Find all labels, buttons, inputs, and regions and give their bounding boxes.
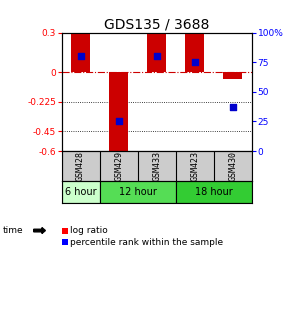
Text: log ratio: log ratio [70, 226, 108, 235]
Point [231, 105, 235, 110]
Bar [176, 181, 252, 203]
Point [116, 119, 121, 124]
Bar [185, 33, 204, 72]
Point [78, 54, 83, 59]
Bar [147, 33, 166, 72]
Bar [100, 181, 176, 203]
Text: time: time [3, 226, 23, 235]
Bar [223, 72, 242, 79]
Point [154, 54, 159, 59]
Title: GDS135 / 3688: GDS135 / 3688 [104, 18, 209, 31]
Bar [62, 181, 100, 203]
Text: percentile rank within the sample: percentile rank within the sample [70, 238, 224, 247]
Text: 6 hour: 6 hour [65, 187, 96, 197]
Bar [109, 72, 128, 155]
Text: GSM428: GSM428 [76, 151, 85, 181]
Bar [71, 33, 90, 72]
Text: 18 hour: 18 hour [195, 187, 233, 197]
Text: GSM429: GSM429 [114, 151, 123, 181]
Text: GSM433: GSM433 [152, 151, 161, 181]
Point [193, 60, 197, 65]
Text: GSM423: GSM423 [190, 151, 199, 181]
Text: 12 hour: 12 hour [119, 187, 157, 197]
Text: GSM430: GSM430 [229, 151, 237, 181]
